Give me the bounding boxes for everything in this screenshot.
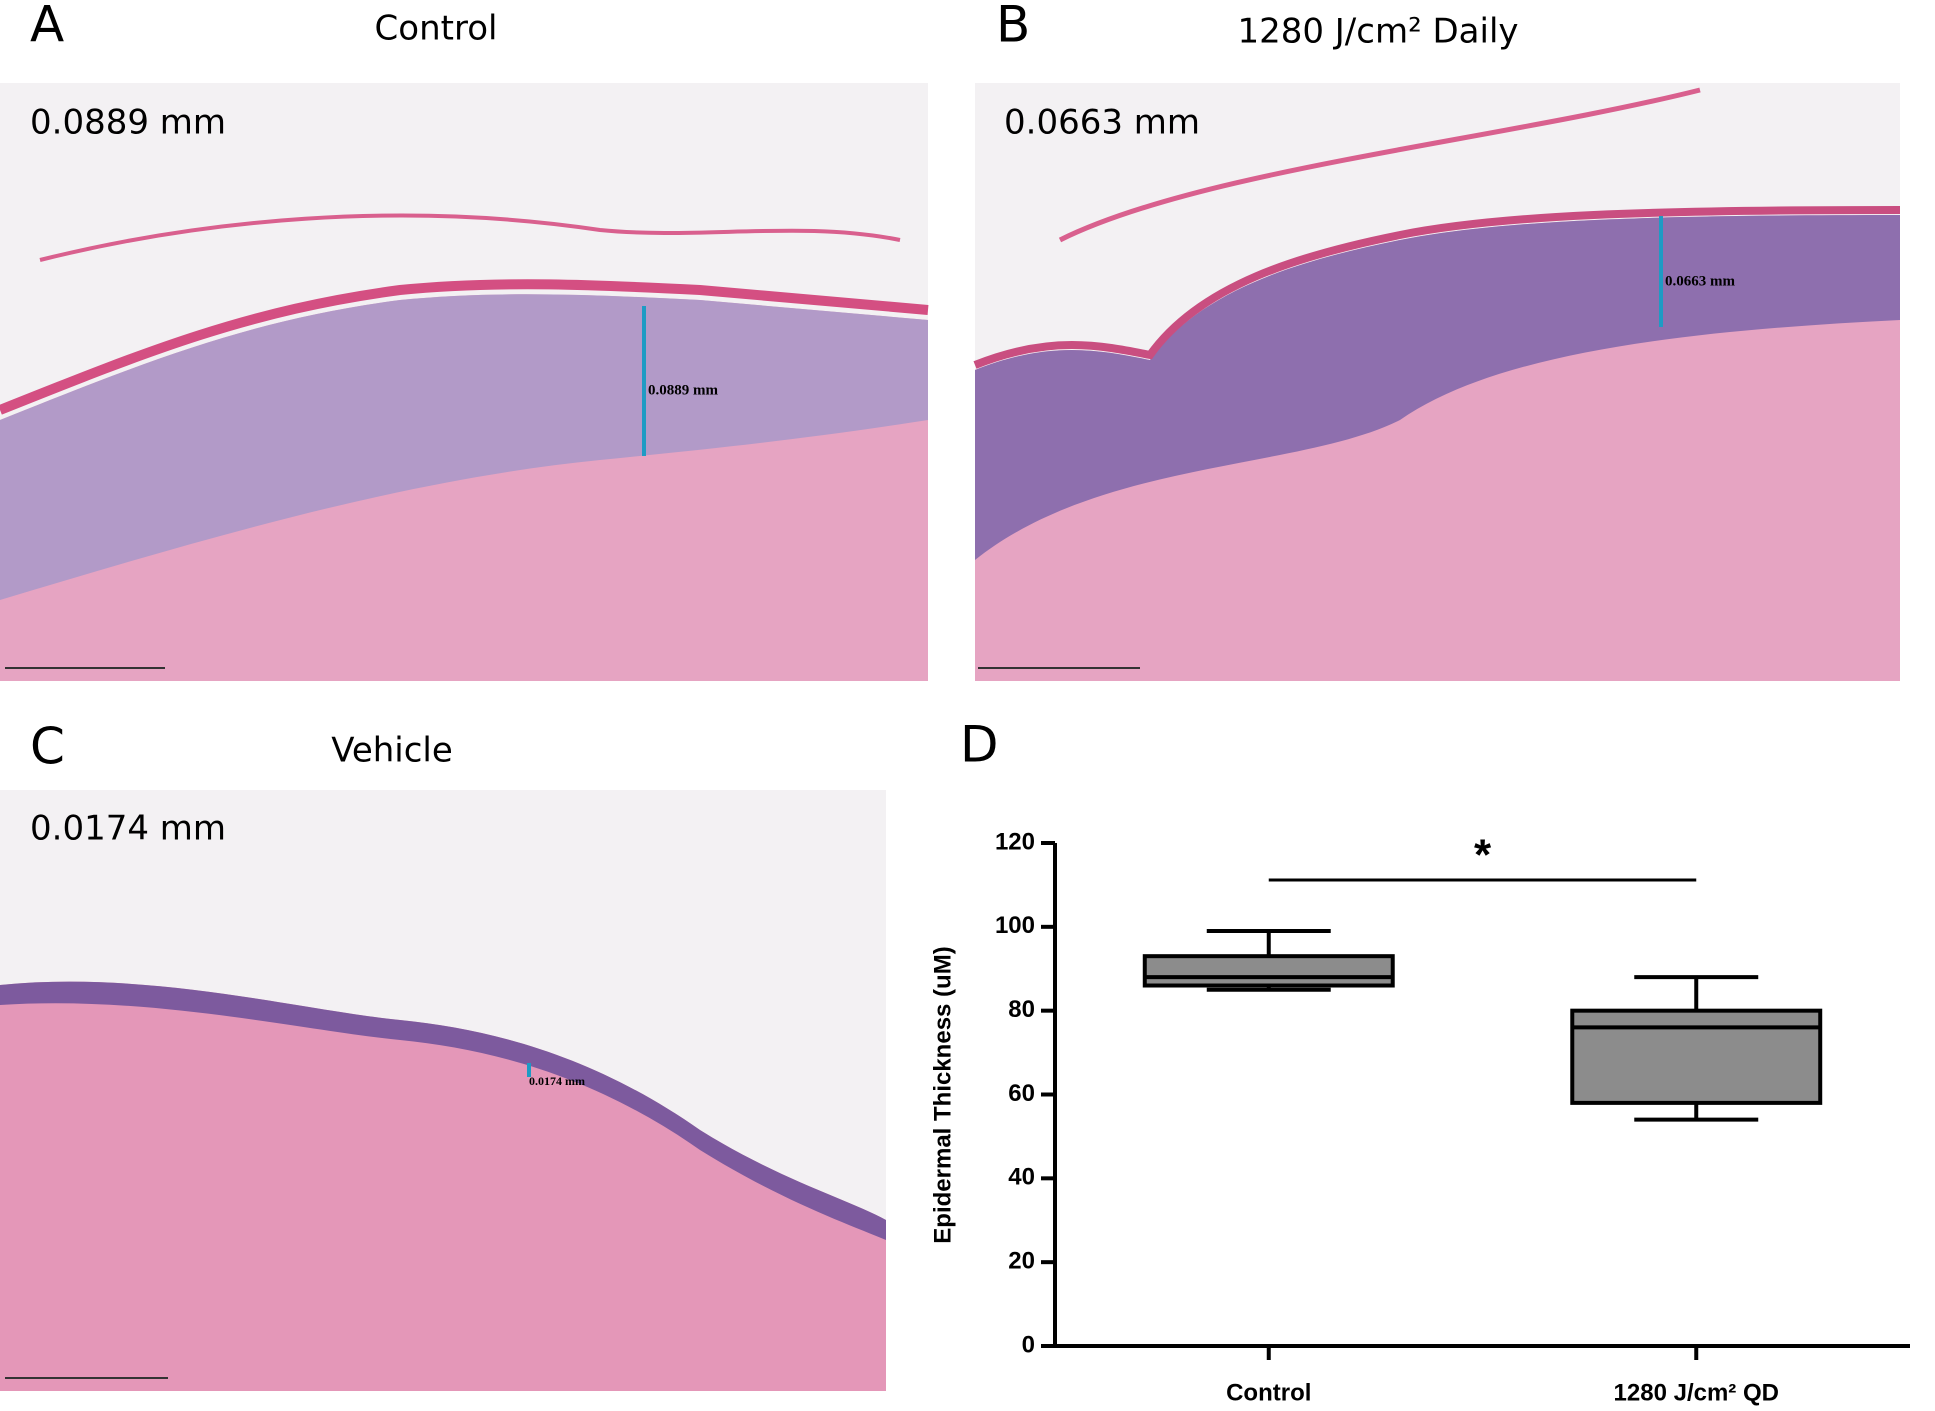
measurement-label: 0.0174 mm: [529, 1074, 585, 1088]
measurement-label: 0.0889 mm: [648, 382, 718, 398]
y-tick-label: 100: [995, 912, 1035, 939]
y-tick-label: 0: [1022, 1331, 1035, 1358]
y-tick-label: 80: [1008, 996, 1035, 1023]
histology-image: [0, 790, 886, 1391]
x-tick-label: 1280 J/cm² QD: [1614, 1379, 1779, 1406]
x-tick-label: Control: [1226, 1379, 1311, 1406]
y-tick-label: 40: [1008, 1164, 1035, 1191]
measurement: 0.0889 mm: [30, 103, 226, 143]
measurement: 0.0174 mm: [30, 809, 226, 849]
histology-image: [973, 83, 1901, 681]
panel-letter: A: [30, 0, 64, 54]
measurement: 0.0663 mm: [1004, 103, 1200, 143]
histology-image: [0, 83, 929, 681]
panel-title: Vehicle: [331, 731, 453, 771]
y-tick-label: 20: [1008, 1248, 1035, 1275]
panel-letter: B: [996, 0, 1030, 54]
significance-mark: *: [1474, 831, 1492, 880]
measurement-label: 0.0663 mm: [1665, 273, 1735, 289]
panel-letter: D: [960, 716, 999, 774]
y-tick-label: 120: [995, 828, 1035, 855]
y-axis-label: Epidermal Thickness (uM): [929, 946, 956, 1243]
panel-title: Control: [375, 9, 498, 49]
panel-letter: C: [30, 718, 65, 776]
panel-title: 1280 J/cm² Daily: [1237, 12, 1518, 52]
y-tick-label: 60: [1008, 1080, 1035, 1107]
box: [1570, 1008, 1823, 1105]
box: [1142, 954, 1395, 988]
